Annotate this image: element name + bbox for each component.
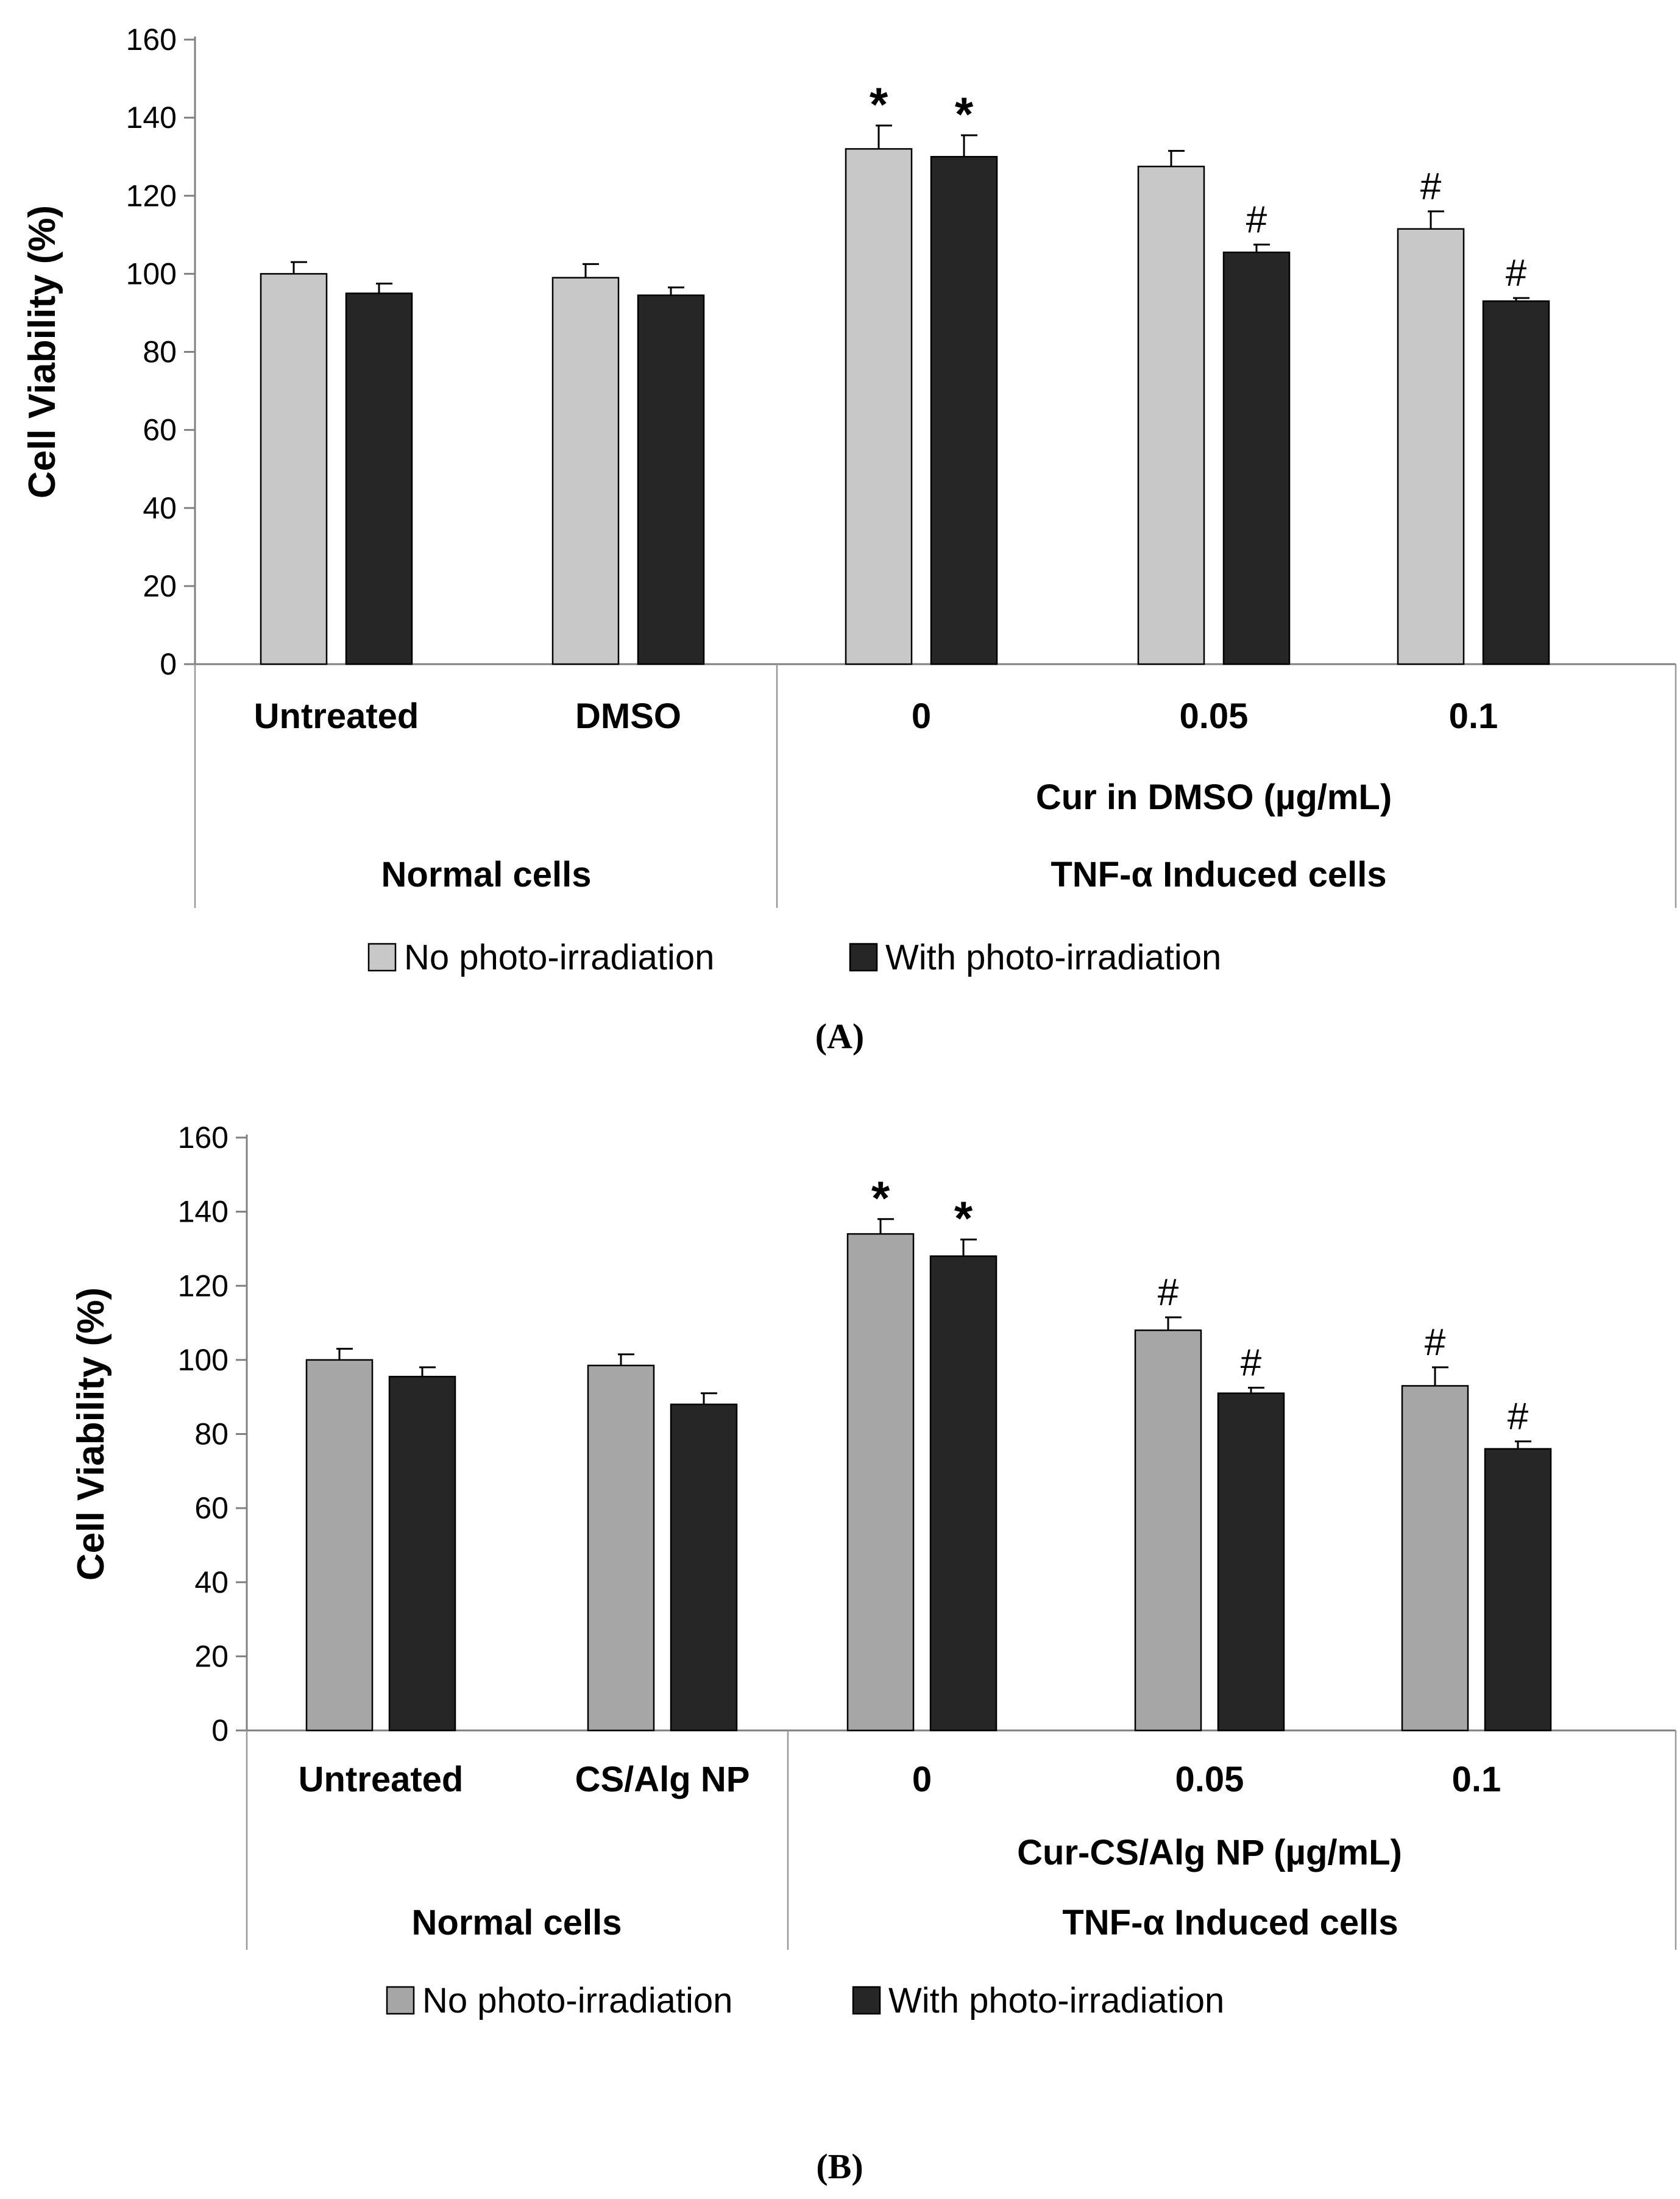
bar-no-irradiation bbox=[1134, 1329, 1202, 1732]
legend-label: With photo-irradiation bbox=[885, 938, 1221, 977]
significance-hash: # bbox=[1241, 1342, 1262, 1384]
legend-swatch-with-irradiation bbox=[852, 1986, 881, 2015]
y-tick-label: 40 bbox=[143, 491, 177, 525]
bar-no-irradiation bbox=[551, 277, 620, 665]
significance-star: * bbox=[955, 87, 974, 141]
significance-hash: # bbox=[1508, 1396, 1529, 1438]
group-label: TNF-α Induced cells bbox=[1051, 855, 1386, 894]
bar-no-irradiation bbox=[1137, 165, 1205, 665]
category-label: 0.1 bbox=[1452, 1760, 1501, 1799]
category-label: Untreated bbox=[254, 696, 419, 736]
subgroup-label: Cur in DMSO (µg/mL) bbox=[1036, 777, 1392, 817]
legend-label: No photo-irradiation bbox=[422, 1981, 732, 2020]
bar-with-irradiation bbox=[1484, 1448, 1552, 1732]
bar-no-irradiation bbox=[587, 1364, 655, 1732]
bar-with-irradiation bbox=[929, 1255, 998, 1732]
bar-no-irradiation bbox=[260, 273, 328, 665]
legend-label: With photo-irradiation bbox=[888, 1981, 1224, 2020]
category-label: 0.1 bbox=[1449, 696, 1498, 736]
y-tick-label: 80 bbox=[194, 1417, 229, 1451]
chart-panel-b: 0 20 40 60 80 100 120 140 160 Cell Viability (%) U… bbox=[70, 1121, 1677, 2186]
group-label: TNF-α Induced cells bbox=[1062, 1903, 1398, 1942]
bar-with-irradiation bbox=[1482, 300, 1550, 665]
bar-with-irradiation bbox=[345, 292, 413, 665]
legend-swatch-no-irradiation bbox=[386, 1986, 415, 2015]
y-tick-label: 100 bbox=[178, 1343, 229, 1377]
significance-hash: # bbox=[1158, 1272, 1179, 1314]
bar-no-irradiation bbox=[845, 148, 913, 665]
y-tick-label: 140 bbox=[126, 101, 177, 135]
y-tick-label: 140 bbox=[178, 1195, 229, 1229]
bar-with-irradiation bbox=[1217, 1392, 1285, 1732]
category-label: 0 bbox=[912, 696, 931, 736]
legend-label: No photo-irradiation bbox=[404, 938, 714, 977]
significance-star: * bbox=[871, 1171, 890, 1225]
y-tick-label: 120 bbox=[178, 1269, 229, 1303]
category-label: Untreated bbox=[299, 1760, 464, 1799]
y-axis-label: Cell Viability (%) bbox=[70, 1287, 112, 1581]
y-tick-label: 20 bbox=[143, 569, 177, 603]
y-tick-label: 40 bbox=[194, 1565, 229, 1599]
bar-with-irradiation bbox=[670, 1403, 738, 1732]
significance-hash: # bbox=[1506, 252, 1527, 294]
subgroup-label: Cur-CS/Alg NP (µg/mL) bbox=[1017, 1833, 1402, 1872]
bar-no-irradiation bbox=[1397, 228, 1465, 665]
y-tick-label: 60 bbox=[143, 413, 177, 447]
bar-with-irradiation bbox=[637, 294, 705, 665]
y-tick-label: 160 bbox=[178, 1121, 229, 1155]
y-tick-label: 20 bbox=[194, 1639, 229, 1673]
category-label: 0.05 bbox=[1180, 696, 1249, 736]
category-label: DMSO bbox=[575, 696, 681, 736]
bar-no-irradiation bbox=[846, 1233, 915, 1732]
category-label: 0 bbox=[912, 1760, 932, 1799]
y-tick-label: 0 bbox=[211, 1713, 229, 1748]
y-tick-label: 120 bbox=[126, 179, 177, 213]
panel-label: (A) bbox=[815, 1016, 865, 1056]
group-label: Normal cells bbox=[381, 855, 592, 894]
y-tick-label: 160 bbox=[126, 23, 177, 57]
group-label: Normal cells bbox=[412, 1903, 622, 1942]
bar-no-irradiation bbox=[305, 1359, 374, 1732]
bar-no-irradiation bbox=[1401, 1385, 1469, 1732]
chart-panel-a: 0 20 40 60 80 100 120 140 160 Cell Viability (%) U… bbox=[21, 23, 1677, 1056]
legend-swatch-no-irradiation bbox=[367, 943, 397, 972]
y-tick-label: 0 bbox=[160, 647, 177, 681]
y-tick-label: 80 bbox=[143, 335, 177, 369]
bar-with-irradiation bbox=[1222, 251, 1291, 665]
panel-label: (B) bbox=[816, 2147, 863, 2186]
bar-with-irradiation bbox=[388, 1375, 456, 1732]
significance-hash: # bbox=[1420, 166, 1442, 208]
significance-star: * bbox=[870, 77, 888, 131]
y-tick-label: 60 bbox=[194, 1491, 229, 1525]
y-tick-label: 100 bbox=[126, 257, 177, 291]
category-label: CS/Alg NP bbox=[575, 1760, 750, 1799]
legend-swatch-with-irradiation bbox=[849, 943, 878, 972]
y-axis-label: Cell Viability (%) bbox=[21, 205, 63, 498]
significance-hash: # bbox=[1246, 199, 1267, 241]
significance-star: * bbox=[954, 1191, 973, 1245]
bar-with-irradiation bbox=[930, 155, 998, 665]
significance-hash: # bbox=[1425, 1322, 1446, 1364]
category-label: 0.05 bbox=[1175, 1760, 1244, 1799]
